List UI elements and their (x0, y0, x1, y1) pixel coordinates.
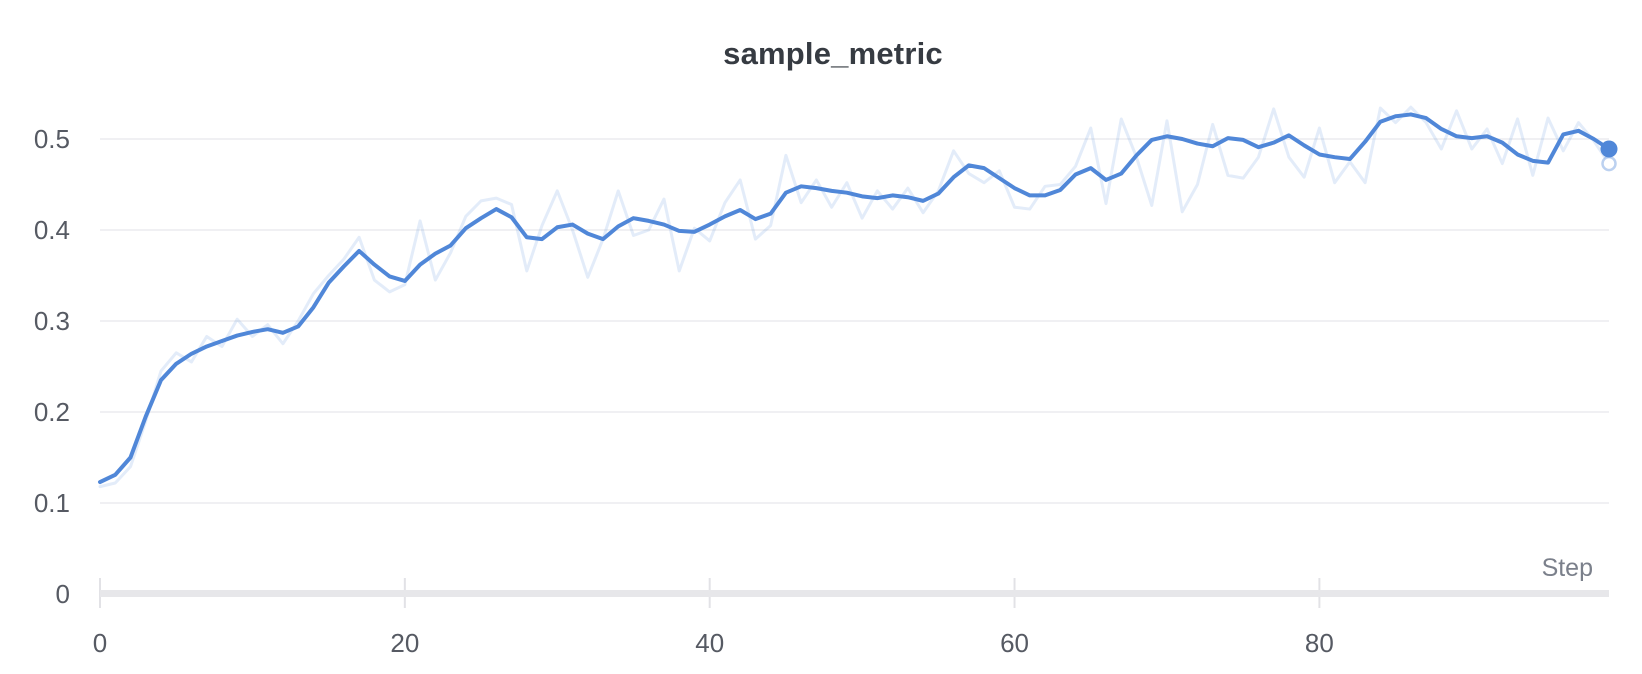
y-tick-label: 0.5 (34, 124, 70, 154)
raw-last-point-ring (1601, 155, 1617, 172)
smoothed-series-line (98, 112, 1611, 485)
x-axis-title: Step (1541, 554, 1593, 582)
x-axis-bar (100, 590, 1609, 597)
chart-title: sample_metric (723, 36, 943, 71)
y-tick-label: 0.1 (34, 488, 70, 518)
x-tick-label: 20 (390, 628, 419, 658)
raw-series-line (98, 105, 1611, 489)
x-tick-label: 0 (93, 628, 107, 658)
x-tick-label: 40 (695, 628, 724, 658)
x-tick-label: 60 (1000, 628, 1029, 658)
y-tick-label: 0.2 (34, 397, 70, 427)
y-tick-label: 0.4 (34, 215, 70, 245)
last-point-dot (1600, 140, 1618, 158)
y-tick-label: 0 (56, 579, 70, 609)
y-tick-label: 0.3 (34, 306, 70, 336)
x-tick-label: 80 (1305, 628, 1334, 658)
